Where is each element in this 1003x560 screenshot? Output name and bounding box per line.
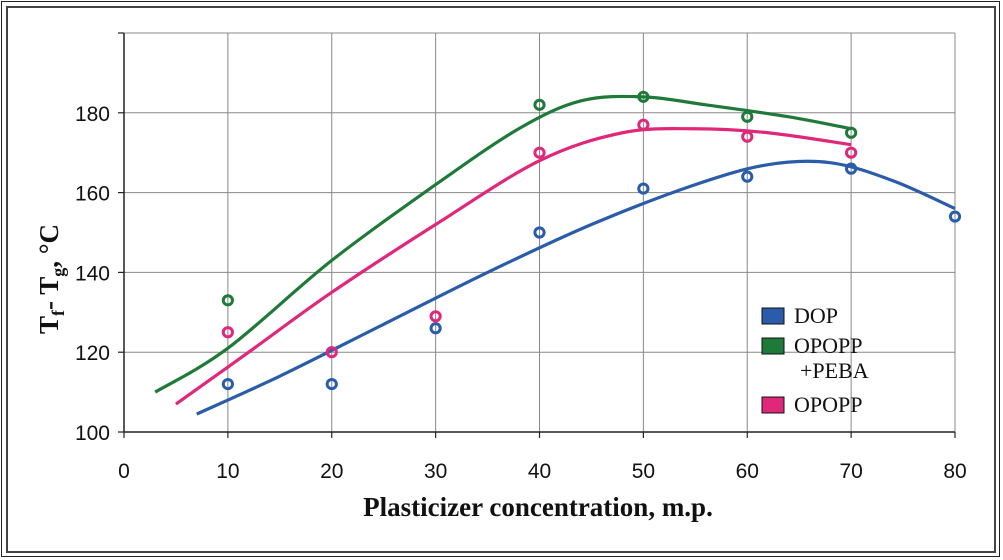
x-tick-label: 20	[320, 460, 343, 483]
y-label-dash: - T	[34, 277, 64, 310]
x-tick-label: 80	[943, 460, 966, 483]
fit-curve-opopp	[175, 127, 852, 406]
y-label-sub-g: g	[48, 268, 68, 277]
data-point-dop	[637, 182, 650, 195]
data-point-dop	[845, 162, 858, 175]
y-tick-label: 180	[75, 103, 110, 126]
data-point-dop	[741, 170, 754, 183]
fit-curves	[154, 94, 956, 416]
fit-curve-dop	[196, 159, 956, 416]
y-tick-label: 120	[75, 342, 110, 365]
legend-swatch-opopp-peba	[761, 337, 785, 355]
data-point-opopp-peba	[533, 98, 546, 111]
grid-lines	[124, 32, 956, 432]
fit-curve-opopp-peba	[154, 94, 852, 394]
y-axis-title: Tf- Tg, °C	[34, 224, 68, 334]
y-label-unit: , °C	[34, 224, 64, 268]
y-label-T1: T	[34, 316, 64, 334]
svg-text:Tf- Tg, °C: Tf- Tg, °C	[34, 224, 68, 334]
data-point-dop	[533, 226, 546, 239]
x-tick-label: 0	[118, 460, 130, 483]
data-point-opopp	[533, 146, 546, 159]
x-tick-label: 40	[528, 460, 551, 483]
data-point-opopp-peba	[845, 126, 858, 139]
x-axis-title: Plasticizer concentration, m.p.	[363, 492, 713, 522]
data-point-dop	[429, 322, 442, 335]
data-point-opopp	[325, 346, 338, 359]
data-point-opopp	[221, 326, 234, 339]
x-tick-label: 10	[216, 460, 239, 483]
data-point-opopp	[637, 118, 650, 131]
inner-frame	[6, 6, 996, 553]
data-point-opopp	[845, 146, 858, 159]
data-point-dop	[325, 378, 338, 391]
y-tick-label: 100	[75, 422, 110, 445]
data-point-dop	[948, 210, 962, 223]
x-tick-label: 70	[839, 460, 862, 483]
data-point-opopp	[429, 310, 442, 323]
legend-swatch-dop	[761, 307, 785, 325]
x-tick-label: 50	[632, 460, 655, 483]
legend-label-opopp: OPOPP	[794, 392, 862, 417]
data-point-opopp-peba	[741, 110, 754, 123]
axes	[118, 32, 956, 438]
data-point-opopp	[741, 130, 754, 143]
y-tick-label: 140	[75, 262, 110, 285]
data-points	[221, 90, 962, 391]
data-point-dop	[221, 378, 234, 391]
data-point-opopp-peba	[637, 90, 650, 103]
legend-label-dop: DOP	[794, 303, 838, 328]
y-tick-label: 160	[75, 183, 110, 206]
data-point-opopp-peba	[221, 294, 234, 307]
legend-label-opopp-peba: +PEBA	[800, 358, 869, 383]
legend-swatch-opopp	[761, 396, 785, 414]
tick-labels: 0 10 20 30 40 50 60 70 80 100 120 140 160 180	[75, 103, 967, 483]
x-tick-label: 30	[424, 460, 447, 483]
legend-label-opopp-peba: OPOPP	[794, 333, 862, 358]
y-label-sub-f: f	[48, 309, 68, 316]
x-tick-label: 60	[736, 460, 759, 483]
